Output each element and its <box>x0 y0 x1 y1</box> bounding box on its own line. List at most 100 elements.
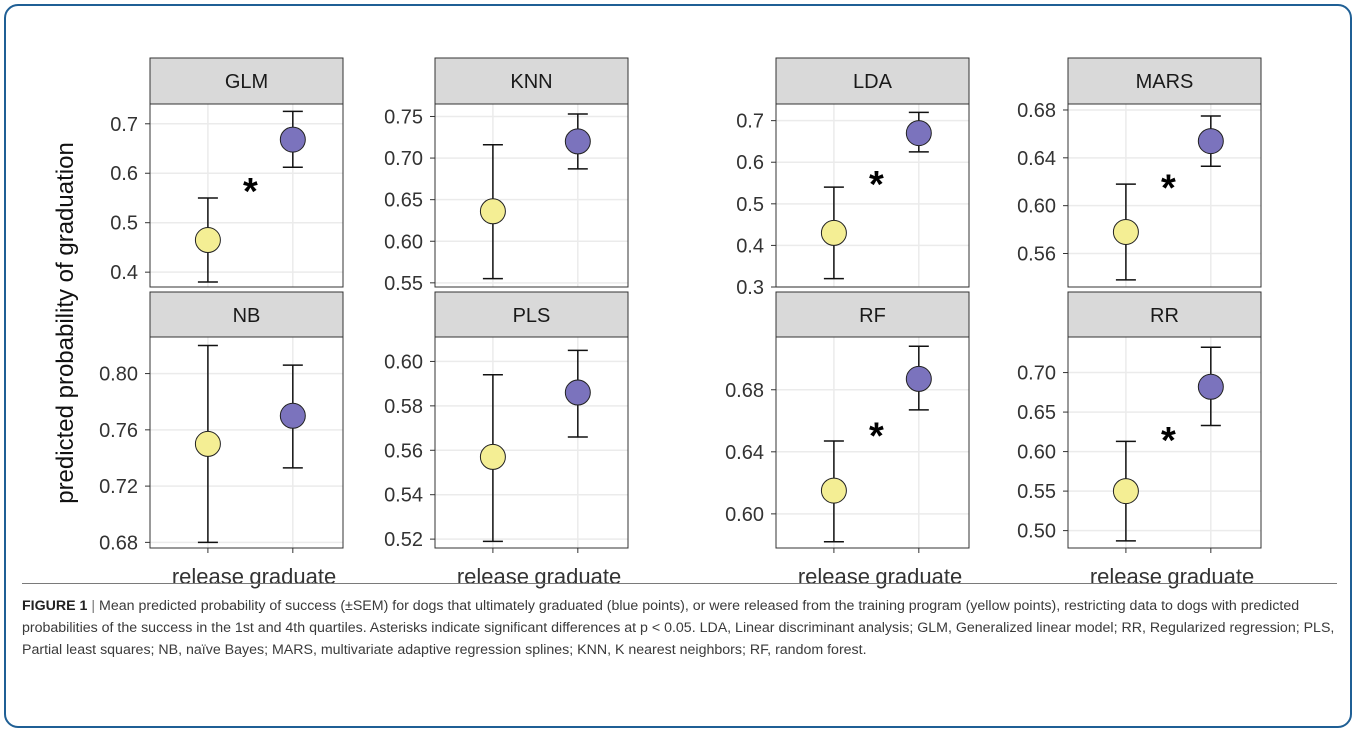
strip-knn <box>434 57 629 105</box>
strip-mars <box>1067 57 1262 105</box>
ytick-label-pls-2: 0.56 <box>384 440 423 462</box>
panel-border-rr <box>1067 336 1262 549</box>
ytick-label-pls-3: 0.58 <box>384 396 423 418</box>
ytick-label-glm-1: 0.5 <box>110 213 138 235</box>
point-rf-graduate <box>905 365 932 392</box>
point-nb-release <box>194 430 221 457</box>
point-knn-release <box>479 198 506 225</box>
panel-knn <box>434 103 629 288</box>
point-rr-graduate <box>1197 373 1224 400</box>
point-glm-graduate <box>279 126 306 153</box>
ytick-label-glm-0: 0.4 <box>110 262 138 284</box>
ytick-label-rr-0: 0.50 <box>1017 521 1056 543</box>
strip-label-rf: RF <box>859 305 886 327</box>
panels-group: GLM 0.4 0.5 0.6 0.7 * KNN 0.55 0.60 0.65 0.70 0.75 L… <box>99 57 1262 589</box>
xlabel-rf-graduate: graduate <box>875 564 962 589</box>
panel-border-mars <box>1067 103 1262 288</box>
ytick-label-rr-4: 0.70 <box>1017 363 1056 385</box>
ytick-label-rf-1: 0.64 <box>725 442 764 464</box>
strip-label-rr: RR <box>1150 305 1179 327</box>
panel-pls <box>434 336 629 549</box>
panel-border-lda <box>775 103 970 288</box>
panel-border-nb <box>149 336 344 549</box>
faceted-chart: predicted probability of graduation GLM 0… <box>52 57 1262 589</box>
ytick-label-mars-2: 0.64 <box>1017 148 1056 170</box>
panel-border-pls <box>434 336 629 549</box>
point-glm-release <box>194 227 221 254</box>
ytick-label-knn-2: 0.65 <box>384 190 423 212</box>
xlabel-pls-release: release <box>457 564 529 589</box>
panel-border-rf <box>775 336 970 549</box>
point-mars-release <box>1112 218 1139 245</box>
ytick-label-nb-3: 0.80 <box>99 364 138 386</box>
xlabel-rr-release: release <box>1090 564 1162 589</box>
ytick-label-glm-3: 0.7 <box>110 114 138 136</box>
significance-glm: * <box>243 171 258 213</box>
point-pls-graduate <box>564 379 591 406</box>
ytick-label-mars-3: 0.68 <box>1017 100 1056 122</box>
point-rr-release <box>1112 478 1139 505</box>
ytick-label-pls-0: 0.52 <box>384 529 423 551</box>
panel-mars <box>1067 103 1262 288</box>
ytick-label-nb-1: 0.72 <box>99 476 138 498</box>
panel-lda <box>775 103 970 288</box>
ytick-label-knn-0: 0.55 <box>384 273 423 295</box>
ytick-label-rr-1: 0.55 <box>1017 481 1056 503</box>
xlabel-nb-graduate: graduate <box>249 564 336 589</box>
strip-label-pls: PLS <box>513 305 551 327</box>
xlabel-rr-graduate: graduate <box>1167 564 1254 589</box>
panel-rf <box>775 336 970 549</box>
point-nb-graduate <box>279 402 306 429</box>
ytick-label-nb-0: 0.68 <box>99 532 138 554</box>
panel-nb <box>149 336 344 549</box>
point-rf-release <box>820 477 847 504</box>
xlabel-nb-release: release <box>172 564 244 589</box>
strip-label-knn: KNN <box>510 71 552 93</box>
figure-caption: FIGURE 1 | Mean predicted probability of… <box>22 595 1337 661</box>
ytick-label-knn-3: 0.70 <box>384 148 423 170</box>
point-pls-release <box>479 443 506 470</box>
point-lda-release <box>820 219 847 246</box>
ytick-label-knn-4: 0.75 <box>384 106 423 128</box>
strip-label-lda: LDA <box>853 71 893 93</box>
caption-text: Mean predicted probability of success (±… <box>22 598 1335 658</box>
strip-lda <box>775 57 970 105</box>
panel-border-glm <box>149 103 344 288</box>
ytick-label-mars-1: 0.60 <box>1017 196 1056 218</box>
significance-lda: * <box>869 164 884 206</box>
strip-glm <box>149 57 344 105</box>
strip-pls <box>434 291 629 338</box>
significance-rr: * <box>1161 420 1176 462</box>
point-mars-graduate <box>1197 128 1224 155</box>
caption-divider <box>22 583 1337 584</box>
point-knn-graduate <box>564 128 591 155</box>
point-lda-graduate <box>905 120 932 147</box>
ytick-label-rf-2: 0.68 <box>725 380 764 402</box>
strip-label-glm: GLM <box>225 71 268 93</box>
xlabel-pls-graduate: graduate <box>534 564 621 589</box>
ytick-label-pls-1: 0.54 <box>384 485 423 507</box>
ytick-label-lda-0: 0.3 <box>736 277 764 299</box>
significance-rf: * <box>869 416 884 458</box>
ytick-label-rr-2: 0.60 <box>1017 442 1056 464</box>
ytick-label-lda-4: 0.7 <box>736 111 764 133</box>
ytick-label-nb-2: 0.76 <box>99 420 138 442</box>
ytick-label-knn-1: 0.60 <box>384 231 423 253</box>
ytick-label-rf-0: 0.60 <box>725 504 764 526</box>
ytick-label-pls-4: 0.60 <box>384 351 423 373</box>
strip-label-mars: MARS <box>1136 71 1194 93</box>
ytick-label-glm-2: 0.6 <box>110 163 138 185</box>
ytick-label-lda-3: 0.6 <box>736 152 764 174</box>
caption-label: FIGURE 1 <box>22 598 88 614</box>
significance-mars: * <box>1161 168 1176 210</box>
ytick-label-lda-2: 0.5 <box>736 194 764 216</box>
panel-border-knn <box>434 103 629 288</box>
caption-separator: | <box>91 598 96 614</box>
strip-label-nb: NB <box>233 305 261 327</box>
y-axis-title: predicted probability of graduation <box>52 142 79 504</box>
ytick-label-lda-1: 0.4 <box>736 235 764 257</box>
strip-nb <box>149 291 344 338</box>
ytick-label-rr-3: 0.65 <box>1017 402 1056 424</box>
xlabel-rf-release: release <box>798 564 870 589</box>
ytick-label-mars-0: 0.56 <box>1017 244 1056 266</box>
